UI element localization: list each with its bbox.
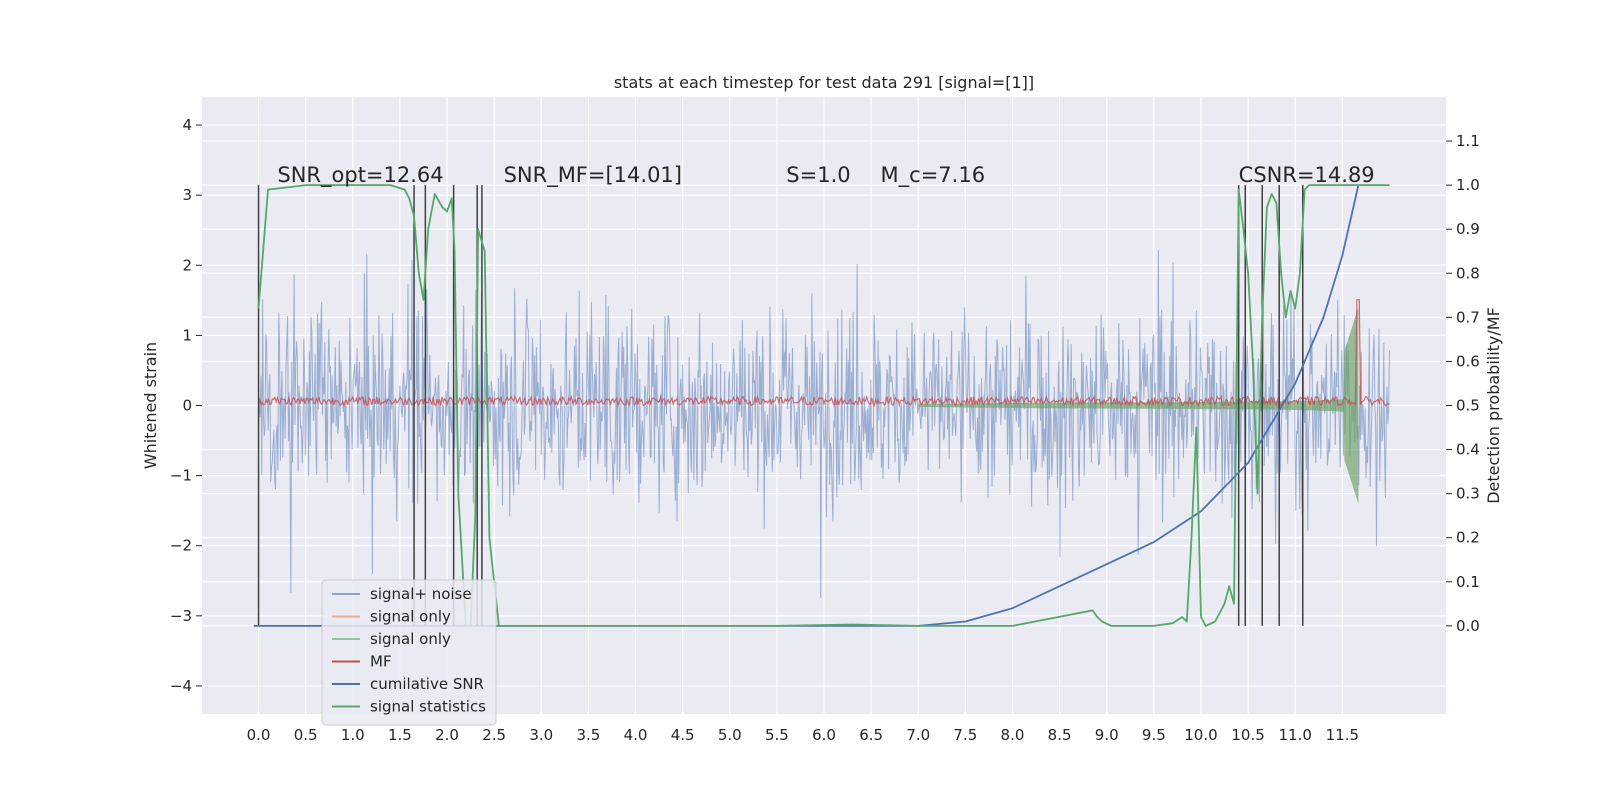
y-right-tick-label: 0.3 (1456, 485, 1480, 503)
x-tick-label: 0.0 (247, 726, 271, 744)
x-tick-label: 5.0 (718, 726, 742, 744)
y-right-tick-label: 0.4 (1456, 441, 1480, 459)
x-tick-label: 11.0 (1279, 726, 1312, 744)
x-tick-label: 3.5 (576, 726, 600, 744)
y-left-tick-label: −1 (170, 467, 192, 485)
y-right-axis-label: Detection probability/MF (1484, 307, 1503, 504)
y-right-tick-label: 0.1 (1456, 573, 1480, 591)
legend-entry: signal only (370, 608, 451, 626)
y-left-tick-label: −3 (170, 607, 192, 625)
y-left-axis-label: Whitened strain (141, 342, 160, 469)
annotation: SNR_opt=12.64 (277, 163, 443, 188)
x-tick-label: 10.5 (1231, 726, 1264, 744)
x-tick-label: 4.0 (624, 726, 648, 744)
y-left-tick-label: 1 (182, 326, 192, 344)
x-tick-label: 0.5 (294, 726, 318, 744)
chart-title: stats at each timestep for test data 291… (614, 73, 1034, 92)
x-tick-label: 4.5 (671, 726, 695, 744)
plot-contents (253, 184, 1390, 627)
y-right-tick-label: 0.2 (1456, 529, 1480, 547)
y-left-tick-label: −4 (170, 677, 192, 695)
x-tick-label: 9.0 (1095, 726, 1119, 744)
x-tick-label: 1.0 (341, 726, 365, 744)
x-tick-label: 2.5 (482, 726, 506, 744)
legend-entry: signal statistics (370, 698, 486, 716)
y-right-tick-label: 0.8 (1456, 264, 1480, 282)
y-right-tick-label: 0.7 (1456, 308, 1480, 326)
legend-entry: cumilative SNR (370, 675, 484, 693)
annotation: M_c=7.16 (881, 163, 986, 188)
x-tick-label: 1.5 (388, 726, 412, 744)
legend-entry: signal only (370, 630, 451, 648)
annotation: CSNR=14.89 (1239, 163, 1375, 187)
annotation: S=1.0 (786, 163, 850, 187)
annotations: SNR_opt=12.64 SNR_MF=[14.01] S=1.0 M_c=7.16… (277, 163, 1374, 188)
x-tick-label: 5.5 (765, 726, 789, 744)
x-tick-label: 6.0 (812, 726, 836, 744)
legend-entry: MF (370, 653, 392, 671)
legend-entry: signal+ noise (370, 585, 472, 603)
y-right-tick-label: 0.6 (1456, 352, 1480, 370)
y-right-tick-label: 0.9 (1456, 220, 1480, 238)
y-left-tick-label: 2 (182, 256, 192, 274)
mf-line (257, 299, 1390, 408)
annotation: SNR_MF=[14.01] (504, 163, 682, 188)
x-axis-ticks: 0.0 0.5 1.0 1.5 2.0 2.5 3.0 3.5 4.0 4.5 5.0 5.5 6.0 6… (247, 726, 1359, 744)
legend: signal+ noise signal only signal only MF cum… (321, 579, 497, 726)
y-right-tick-label: 1.0 (1456, 176, 1480, 194)
x-tick-label: 6.5 (859, 726, 883, 744)
y-right-axis-ticks: 1.1 1.0 0.9 0.8 0.7 0.6 0.5 0.4 0.3 0.2 0.1 0.0 (1446, 132, 1480, 635)
x-tick-label: 10.0 (1184, 726, 1217, 744)
x-tick-label: 3.0 (529, 726, 553, 744)
x-tick-label: 8.5 (1048, 726, 1072, 744)
signal-statistics-line (257, 184, 1390, 627)
y-left-tick-label: 4 (182, 116, 192, 134)
y-right-tick-label: 0.0 (1456, 617, 1480, 635)
y-left-tick-label: −2 (170, 537, 192, 555)
x-tick-label: 9.5 (1142, 726, 1166, 744)
y-right-tick-label: 0.5 (1456, 397, 1480, 415)
x-tick-label: 2.0 (435, 726, 459, 744)
y-left-tick-label: 3 (182, 186, 192, 204)
y-left-axis-ticks: 4 3 2 1 0 −1 −2 −3 −4 (170, 116, 202, 695)
legend-box (321, 579, 497, 726)
y-left-tick-label: 0 (182, 397, 192, 415)
x-tick-label: 7.5 (953, 726, 977, 744)
x-tick-label: 8.0 (1001, 726, 1025, 744)
y-right-tick-label: 1.1 (1456, 132, 1480, 150)
x-tick-label: 11.5 (1326, 726, 1359, 744)
x-tick-label: 7.0 (906, 726, 930, 744)
